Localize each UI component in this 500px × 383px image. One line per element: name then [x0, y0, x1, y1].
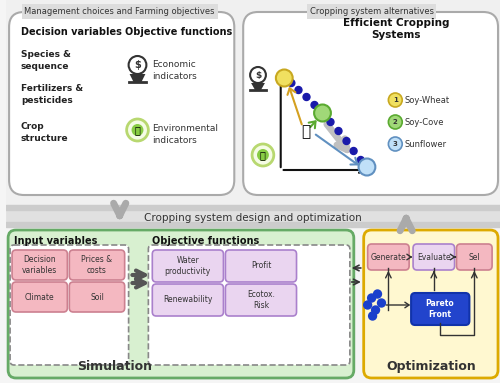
Polygon shape	[130, 74, 146, 82]
FancyBboxPatch shape	[70, 250, 124, 280]
Circle shape	[311, 101, 318, 108]
Text: 1: 1	[393, 97, 398, 103]
Text: Soy-Cove: Soy-Cove	[404, 118, 444, 126]
Circle shape	[128, 56, 146, 74]
FancyBboxPatch shape	[10, 245, 128, 365]
Circle shape	[388, 137, 402, 151]
FancyBboxPatch shape	[12, 250, 68, 280]
Circle shape	[358, 157, 364, 164]
FancyBboxPatch shape	[148, 245, 350, 365]
Text: Pareto
Front: Pareto Front	[426, 299, 454, 319]
Circle shape	[374, 290, 382, 298]
FancyBboxPatch shape	[456, 244, 492, 270]
Text: 2: 2	[393, 119, 398, 125]
Text: 🌽: 🌽	[301, 124, 310, 139]
Circle shape	[281, 75, 287, 82]
Circle shape	[388, 93, 402, 107]
Circle shape	[126, 119, 148, 141]
Text: Evaluate: Evaluate	[417, 252, 450, 262]
Text: $: $	[134, 60, 141, 70]
Text: Fertilizers &
pesticides: Fertilizers & pesticides	[21, 84, 83, 105]
FancyBboxPatch shape	[411, 293, 470, 325]
Text: Generate: Generate	[370, 252, 406, 262]
FancyBboxPatch shape	[152, 284, 224, 316]
Circle shape	[319, 110, 326, 116]
FancyBboxPatch shape	[8, 230, 354, 378]
Circle shape	[295, 87, 302, 93]
Circle shape	[303, 93, 310, 100]
Circle shape	[378, 299, 386, 307]
Text: Cropping system design and optimization: Cropping system design and optimization	[144, 213, 362, 223]
Circle shape	[257, 149, 269, 161]
FancyBboxPatch shape	[226, 250, 296, 282]
Text: Water
productivity: Water productivity	[164, 256, 211, 276]
Polygon shape	[251, 83, 265, 90]
Circle shape	[368, 312, 376, 320]
Circle shape	[327, 118, 334, 126]
Circle shape	[276, 69, 292, 87]
Text: Decision variables: Decision variables	[21, 27, 122, 37]
Text: Input variables: Input variables	[14, 236, 98, 246]
FancyBboxPatch shape	[413, 244, 455, 270]
Text: $: $	[255, 70, 261, 80]
FancyBboxPatch shape	[12, 282, 68, 312]
Text: Management choices and Farming objectives: Management choices and Farming objective…	[24, 7, 215, 16]
FancyBboxPatch shape	[6, 0, 500, 205]
Text: Efficient Cropping
Systems: Efficient Cropping Systems	[343, 18, 450, 40]
Text: Simulation: Simulation	[78, 360, 152, 373]
Text: Economic
indicators: Economic indicators	[152, 60, 197, 81]
FancyBboxPatch shape	[152, 250, 224, 282]
Text: Species &
sequence: Species & sequence	[21, 50, 71, 71]
Text: Optimization: Optimization	[386, 360, 476, 373]
Circle shape	[358, 159, 376, 175]
Text: 🌿: 🌿	[260, 150, 266, 160]
Circle shape	[314, 105, 331, 121]
Text: Renewability: Renewability	[163, 296, 212, 304]
Circle shape	[388, 115, 402, 129]
Text: Climate: Climate	[25, 293, 54, 301]
FancyBboxPatch shape	[368, 244, 409, 270]
Text: Sunflower: Sunflower	[404, 139, 446, 149]
FancyBboxPatch shape	[226, 284, 296, 316]
Text: 🌿: 🌿	[134, 125, 140, 135]
Text: Prices &
costs: Prices & costs	[82, 255, 112, 275]
Text: 3: 3	[393, 141, 398, 147]
Text: Ecotox.
Risk: Ecotox. Risk	[247, 290, 275, 310]
Circle shape	[350, 147, 357, 154]
Text: Crop
structure: Crop structure	[21, 122, 68, 143]
Text: Decision
variables: Decision variables	[22, 255, 58, 275]
Text: Soy-Wheat: Soy-Wheat	[404, 95, 450, 105]
Text: Sel: Sel	[468, 252, 480, 262]
Circle shape	[132, 124, 143, 136]
Text: Profit: Profit	[251, 262, 271, 270]
Text: Cropping system alternatives: Cropping system alternatives	[310, 7, 434, 16]
Text: Soil: Soil	[90, 293, 104, 301]
Circle shape	[252, 144, 274, 166]
Circle shape	[364, 164, 370, 170]
FancyBboxPatch shape	[6, 205, 500, 227]
Text: Objective functions: Objective functions	[152, 236, 260, 246]
Circle shape	[343, 137, 350, 144]
Circle shape	[335, 128, 342, 134]
Text: Objective functions: Objective functions	[124, 27, 232, 37]
Circle shape	[372, 306, 380, 314]
FancyBboxPatch shape	[9, 12, 234, 195]
Circle shape	[368, 294, 376, 302]
FancyBboxPatch shape	[243, 12, 498, 195]
Circle shape	[364, 301, 372, 309]
FancyBboxPatch shape	[364, 230, 498, 378]
Text: Environmental
indicators: Environmental indicators	[152, 124, 218, 145]
FancyBboxPatch shape	[70, 282, 124, 312]
Circle shape	[250, 67, 266, 83]
Circle shape	[288, 80, 295, 87]
